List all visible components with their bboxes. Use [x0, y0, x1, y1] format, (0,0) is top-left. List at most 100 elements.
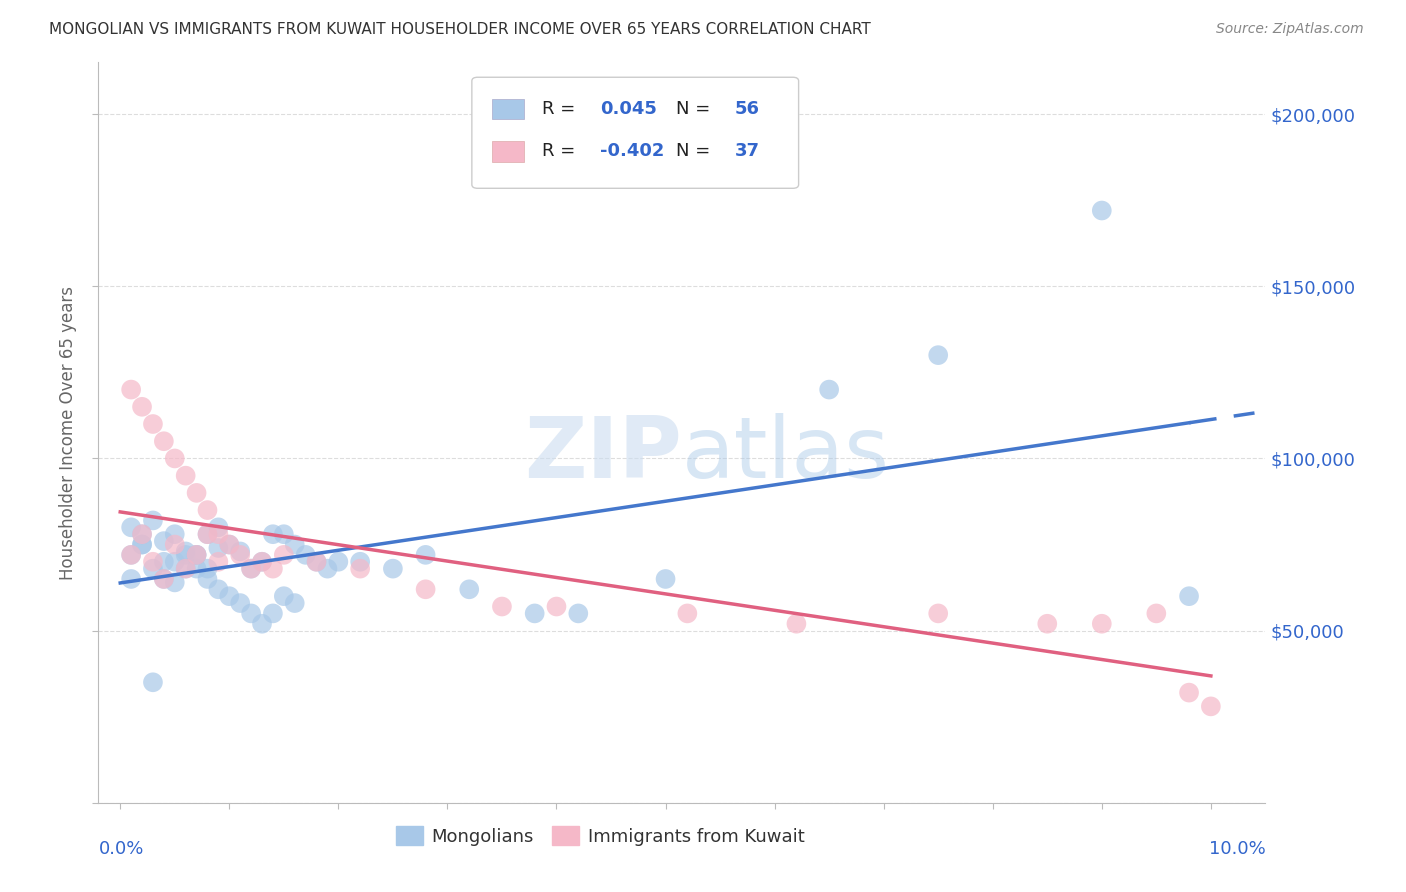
Point — [294, 548, 316, 562]
Point — [197, 572, 219, 586]
Point — [197, 527, 219, 541]
Point — [197, 527, 219, 541]
Point — [174, 561, 197, 575]
Text: 0.045: 0.045 — [600, 100, 657, 118]
Point — [120, 548, 142, 562]
Point — [207, 582, 229, 597]
Y-axis label: Householder Income Over 65 years: Householder Income Over 65 years — [59, 285, 77, 580]
Point — [273, 527, 295, 541]
Point — [163, 527, 186, 541]
Point — [523, 607, 546, 621]
Point — [142, 417, 165, 431]
Point — [415, 582, 437, 597]
FancyBboxPatch shape — [492, 99, 524, 120]
Point — [197, 561, 219, 575]
Point — [284, 596, 307, 610]
Point — [131, 537, 153, 551]
Point — [316, 561, 339, 575]
Point — [785, 616, 807, 631]
Point — [163, 537, 186, 551]
Text: atlas: atlas — [682, 413, 890, 496]
Point — [218, 537, 240, 551]
Point — [174, 548, 197, 562]
Point — [229, 548, 252, 562]
Text: 10.0%: 10.0% — [1209, 840, 1265, 858]
Point — [186, 486, 208, 500]
Point — [131, 527, 153, 541]
FancyBboxPatch shape — [472, 78, 799, 188]
Point — [273, 589, 295, 603]
Point — [120, 383, 142, 397]
Point — [240, 561, 263, 575]
Point — [163, 575, 186, 590]
Text: 0.0%: 0.0% — [98, 840, 143, 858]
Point — [927, 348, 949, 362]
Point — [174, 561, 197, 575]
Point — [174, 468, 197, 483]
Point — [1144, 607, 1167, 621]
Point — [120, 520, 142, 534]
Point — [567, 607, 589, 621]
Point — [262, 561, 284, 575]
Point — [1091, 203, 1114, 218]
Text: N =: N = — [676, 100, 716, 118]
Point — [207, 520, 229, 534]
Point — [1178, 685, 1201, 699]
Point — [229, 544, 252, 558]
Text: R =: R = — [541, 143, 581, 161]
Point — [163, 555, 186, 569]
Point — [1199, 699, 1222, 714]
Point — [153, 555, 176, 569]
Point — [250, 555, 273, 569]
Point — [349, 555, 371, 569]
Text: R =: R = — [541, 100, 581, 118]
Point — [120, 548, 142, 562]
Point — [262, 607, 284, 621]
Point — [654, 572, 676, 586]
Point — [349, 561, 371, 575]
Point — [1178, 589, 1201, 603]
Point — [186, 561, 208, 575]
Point — [142, 513, 165, 527]
Point — [174, 544, 197, 558]
Text: 37: 37 — [734, 143, 759, 161]
Text: -0.402: -0.402 — [600, 143, 665, 161]
FancyBboxPatch shape — [492, 141, 524, 161]
Point — [218, 589, 240, 603]
Point — [676, 607, 699, 621]
Point — [207, 555, 229, 569]
Point — [927, 607, 949, 621]
Point — [120, 572, 142, 586]
Point — [262, 527, 284, 541]
Point — [546, 599, 568, 614]
Point — [207, 541, 229, 555]
Point — [153, 534, 176, 549]
Point — [197, 503, 219, 517]
Point — [284, 537, 307, 551]
Point — [163, 451, 186, 466]
Point — [131, 537, 153, 551]
Point — [381, 561, 404, 575]
Point — [131, 400, 153, 414]
Point — [131, 527, 153, 541]
Point — [458, 582, 481, 597]
Point — [153, 572, 176, 586]
Point — [415, 548, 437, 562]
Point — [250, 555, 273, 569]
Point — [186, 548, 208, 562]
Legend: Mongolians, Immigrants from Kuwait: Mongolians, Immigrants from Kuwait — [388, 819, 813, 853]
Point — [1036, 616, 1059, 631]
Text: Source: ZipAtlas.com: Source: ZipAtlas.com — [1216, 22, 1364, 37]
Point — [218, 537, 240, 551]
Point — [142, 561, 165, 575]
Point — [328, 555, 350, 569]
Point — [142, 675, 165, 690]
Point — [273, 548, 295, 562]
Point — [229, 596, 252, 610]
Point — [153, 434, 176, 449]
Point — [153, 572, 176, 586]
Text: N =: N = — [676, 143, 716, 161]
Point — [186, 548, 208, 562]
Point — [818, 383, 841, 397]
Point — [207, 527, 229, 541]
